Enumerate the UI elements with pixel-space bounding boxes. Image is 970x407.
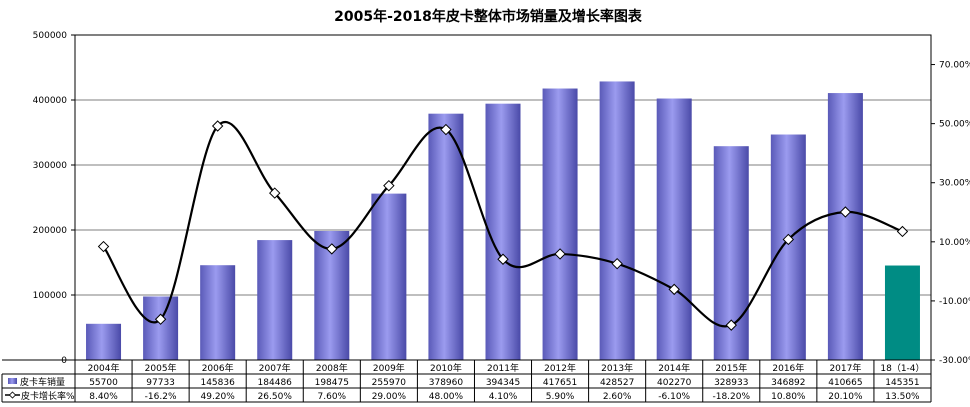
table-cell: 8.40% [89,392,118,402]
right-tick-label: -10.00% [939,297,970,307]
line-series [97,120,909,331]
table-cell: 4.10% [489,392,518,402]
bar [200,265,236,360]
category-label: 2017年 [829,362,861,374]
line-point [554,248,566,260]
right-tick-label: 70.00% [939,61,970,71]
table-cell: 378960 [429,378,464,388]
chart-title: 2005年-2018年皮卡整体市场销量及增长率图表 [334,8,643,25]
category-label: 2010年 [430,362,462,374]
left-tick-label: 300000 [33,161,68,171]
line-point [611,257,623,270]
bar [542,88,578,360]
table-cell: 328933 [714,378,748,388]
bar [143,296,179,360]
category-label: 2006年 [202,362,234,374]
table-cell: 346892 [771,378,805,388]
bar [656,98,692,360]
line-point [97,240,110,253]
table-cell: 13.50% [885,392,920,402]
right-axis: -30.00% -10.00% 10.00% 30.00% 50.00% 70.00% [931,61,970,366]
line-point [154,313,167,325]
category-label: 2005年 [145,362,177,374]
category-label: 2015年 [715,362,747,374]
table-cell: 29.00% [372,392,407,402]
category-label: 2016年 [772,362,804,374]
category-label: 2014年 [658,362,690,374]
bar [371,193,407,360]
table-cell: 48.00% [429,392,464,402]
bar-series [86,81,920,361]
bar [428,113,464,361]
table-cell: 145836 [200,378,235,388]
table-cell: 255970 [372,378,407,388]
table-cell: 402270 [657,378,692,388]
legend-entry: 皮卡增长率% [21,390,75,402]
right-tick-label: 50.00% [939,120,970,130]
right-tick-label: -30.00% [939,356,970,366]
right-tick-label: 30.00% [939,179,970,189]
category-label: 2012年 [544,362,576,374]
table-cell: 145351 [885,378,919,388]
table-cell: 10.80% [771,392,806,402]
bar [599,81,635,360]
line-point [668,283,680,296]
category-label: 2009年 [373,362,405,374]
category-label: 2013年 [601,362,633,374]
table-cell: -16.2% [145,392,177,402]
table-cell: 2.60% [603,392,632,402]
category-label: 2007年 [259,362,291,374]
table-cell: 184486 [258,378,293,388]
legend-marker-swatch [8,391,17,399]
table-cell: 97733 [146,378,175,388]
line-point [383,179,395,192]
category-label: 18（1-4） [880,363,924,374]
table-cell: 428527 [600,378,634,388]
table-cell: 417651 [543,378,577,388]
line-point [725,319,737,331]
line-point [497,253,509,265]
category-label: 2004年 [88,362,120,374]
bar [884,265,920,360]
table-cell: 5.90% [546,392,575,402]
table-cell: 20.10% [828,392,863,402]
left-tick-label: 200000 [33,226,68,236]
line-point [896,225,909,238]
category-label: 2011年 [487,362,519,374]
table-cell: -6.10% [658,392,690,402]
bar [86,323,122,360]
table-cell: 198475 [315,378,349,388]
bar [485,103,521,360]
bar [770,134,806,360]
left-tick-label: 0 [61,356,67,366]
category-label: 2008年 [316,362,348,374]
legend-entry: 皮卡车销量 [20,376,65,388]
line-point [839,206,852,218]
data-table: 2004年 55700 8.40% 2005年 97733 -16.2% 2006年 1458… [1,359,932,403]
table-cell: 410665 [828,378,862,388]
line-point [782,233,795,246]
table-cell: -18.20% [712,392,750,402]
left-tick-label: 500000 [33,31,68,41]
table-cell: 26.50% [258,392,293,402]
table-cell: 49.20% [201,392,236,402]
left-tick-label: 100000 [33,291,68,301]
line-point [211,120,224,132]
bar [827,93,863,360]
growth-line [102,121,903,328]
bar [257,240,293,360]
left-axis: 0 100000 200000 300000 400000 500000 [33,31,75,366]
left-tick-label: 400000 [33,96,68,106]
table-cell: 394345 [486,378,520,388]
line-point [326,243,338,255]
right-tick-label: 10.00% [939,238,970,248]
table-cell: 55700 [89,378,118,388]
table-cell: 7.60% [318,392,347,402]
line-point [269,187,281,199]
line-point [440,123,452,136]
legend-bar-swatch [8,378,17,384]
